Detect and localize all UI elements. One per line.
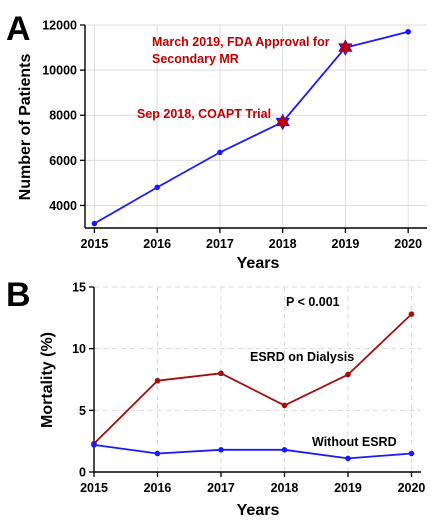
panel-a-y-axis-title: Number of Patients xyxy=(17,54,34,201)
panel-b-data-point xyxy=(218,447,224,453)
panel-a-x-tick-label: 2018 xyxy=(269,237,297,251)
panel-b-data-point xyxy=(281,402,288,409)
panel-b-x-tick-label: 2020 xyxy=(398,481,426,495)
panel-a-star-marker xyxy=(275,113,290,131)
panel-a-data-point xyxy=(154,184,160,191)
panel-b-label: B xyxy=(6,276,31,314)
panel-a: A 2015 2016 2017 2018 2019 2020 4000 6000 8000 10… xyxy=(6,10,427,272)
panel-b-x-tick-label: 2019 xyxy=(334,481,362,495)
panel-a-ticks: 2015 2016 2017 2018 2019 2020 4000 6000 8000 1000… xyxy=(42,19,422,252)
panel-b-y-tick-label: 10 xyxy=(72,342,86,356)
panel-b-series-line-1 xyxy=(93,444,412,460)
panel-a-series-line-0 xyxy=(93,30,409,225)
panel-a-y-tick-label: 6000 xyxy=(49,154,77,168)
panel-a-data-point xyxy=(91,220,98,227)
panel-b-x-tick-label: 2016 xyxy=(144,481,172,495)
panel-b: B 2015 2016 2017 2018 2019 2020 0 5 10 15 P < 0.0… xyxy=(6,276,425,519)
panel-a-data-point xyxy=(217,149,223,156)
panel-a-y-tick-label: 12000 xyxy=(42,19,77,33)
panel-b-series-label-without-esrd: Without ESRD xyxy=(312,435,397,449)
panel-a-label: A xyxy=(6,10,31,48)
panel-a-series xyxy=(91,28,411,227)
panel-a-annotation-fda-line1: March 2019, FDA Approval for xyxy=(152,35,330,49)
panel-b-series-line-0 xyxy=(93,313,413,445)
panel-a-x-tick-label: 2020 xyxy=(394,237,422,251)
panel-b-data-point xyxy=(408,311,415,317)
panel-b-ticks: 2015 2016 2017 2018 2019 2020 0 5 10 15 xyxy=(72,281,425,496)
panel-b-data-point xyxy=(345,371,351,378)
panel-a-annotation-fda-line2: Secondary MR xyxy=(152,52,239,66)
panel-a-highlight-markers xyxy=(275,39,353,131)
panel-a-y-tick-label: 4000 xyxy=(49,199,77,213)
panel-b-series xyxy=(91,311,415,462)
panel-b-x-tick-label: 2017 xyxy=(207,481,235,495)
panel-b-data-point xyxy=(91,442,97,448)
panel-b-series-label-esrd: ESRD on Dialysis xyxy=(250,350,354,364)
panel-a-grid xyxy=(85,24,427,228)
panel-b-y-tick-label: 0 xyxy=(79,466,86,480)
panel-b-y-tick-label: 5 xyxy=(79,404,86,418)
panel-b-p-value: P < 0.001 xyxy=(286,295,340,309)
panel-b-data-point xyxy=(154,450,161,457)
panel-b-x-tick-label: 2018 xyxy=(271,481,299,495)
panel-a-data-point xyxy=(405,28,411,35)
panel-b-data-point xyxy=(154,377,161,384)
panel-a-x-tick-label: 2016 xyxy=(143,237,171,251)
panel-a-x-tick-label: 2015 xyxy=(81,237,109,251)
panel-b-data-point xyxy=(345,455,351,462)
panel-a-y-tick-label: 8000 xyxy=(49,109,77,123)
panel-b-y-axis-title: Mortality (%) xyxy=(39,332,56,428)
panel-b-x-tick-label: 2015 xyxy=(80,481,108,495)
panel-b-y-tick-label: 15 xyxy=(72,281,86,295)
panel-b-data-point xyxy=(408,450,415,457)
panel-b-data-point xyxy=(281,447,288,453)
panel-a-x-tick-label: 2017 xyxy=(206,237,234,251)
panel-b-x-axis-title: Years xyxy=(237,502,280,519)
panel-a-x-tick-label: 2019 xyxy=(332,237,360,251)
panel-a-x-axis-title: Years xyxy=(237,255,280,272)
panel-a-y-tick-label: 10000 xyxy=(42,64,77,78)
panel-a-star-marker xyxy=(338,39,353,56)
panel-a-annotation-coapt: Sep 2018, COAPT Trial xyxy=(137,107,271,121)
panel-b-data-point xyxy=(218,370,224,377)
